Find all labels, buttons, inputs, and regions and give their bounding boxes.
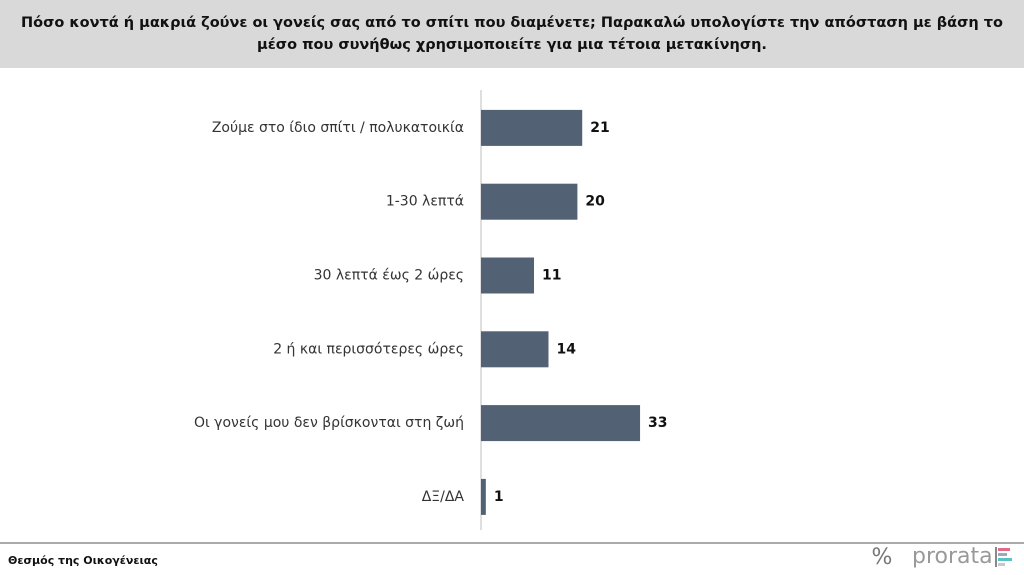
data-label: 33 xyxy=(648,415,667,431)
data-label: 20 xyxy=(585,194,605,210)
category-label: ΔΞ/ΔΑ xyxy=(422,489,465,505)
data-label: 21 xyxy=(590,120,609,136)
logo-bar xyxy=(998,548,1010,551)
bar xyxy=(481,257,535,294)
source: Θεσμός της Οικογένειας xyxy=(8,554,158,567)
logo-symbol: % xyxy=(872,545,893,570)
header: Πόσο κοντά ή μακριά ζούνε οι γονείς σας … xyxy=(0,0,1024,68)
logo-icon xyxy=(995,547,1012,567)
bar xyxy=(481,109,583,146)
logo-bar xyxy=(995,547,997,567)
bar xyxy=(481,183,578,220)
category-label: 1-30 λεπτά xyxy=(386,194,464,210)
category-label: Οι γονείς μου δεν βρίσκονται στη ζωή xyxy=(194,415,464,431)
bar xyxy=(481,331,549,368)
logo-text: prorata xyxy=(912,544,993,569)
bar xyxy=(481,405,641,442)
logo-bar xyxy=(998,563,1005,566)
bar xyxy=(481,478,486,515)
category-label: Ζούμε στο ίδιο σπίτι / πολυκατοικία xyxy=(212,120,464,136)
category-label: 2 ή και περισσότερες ώρες xyxy=(273,341,464,357)
category-label: 30 λεπτά έως 2 ώρες xyxy=(314,268,464,284)
data-label: 11 xyxy=(542,268,561,284)
logo-bar xyxy=(998,553,1007,556)
data-label: 1 xyxy=(494,489,504,505)
data-label: 14 xyxy=(556,341,576,357)
logo-bar xyxy=(998,558,1012,561)
chart-title: Πόσο κοντά ή μακριά ζούνε οι γονείς σας … xyxy=(20,15,1004,53)
